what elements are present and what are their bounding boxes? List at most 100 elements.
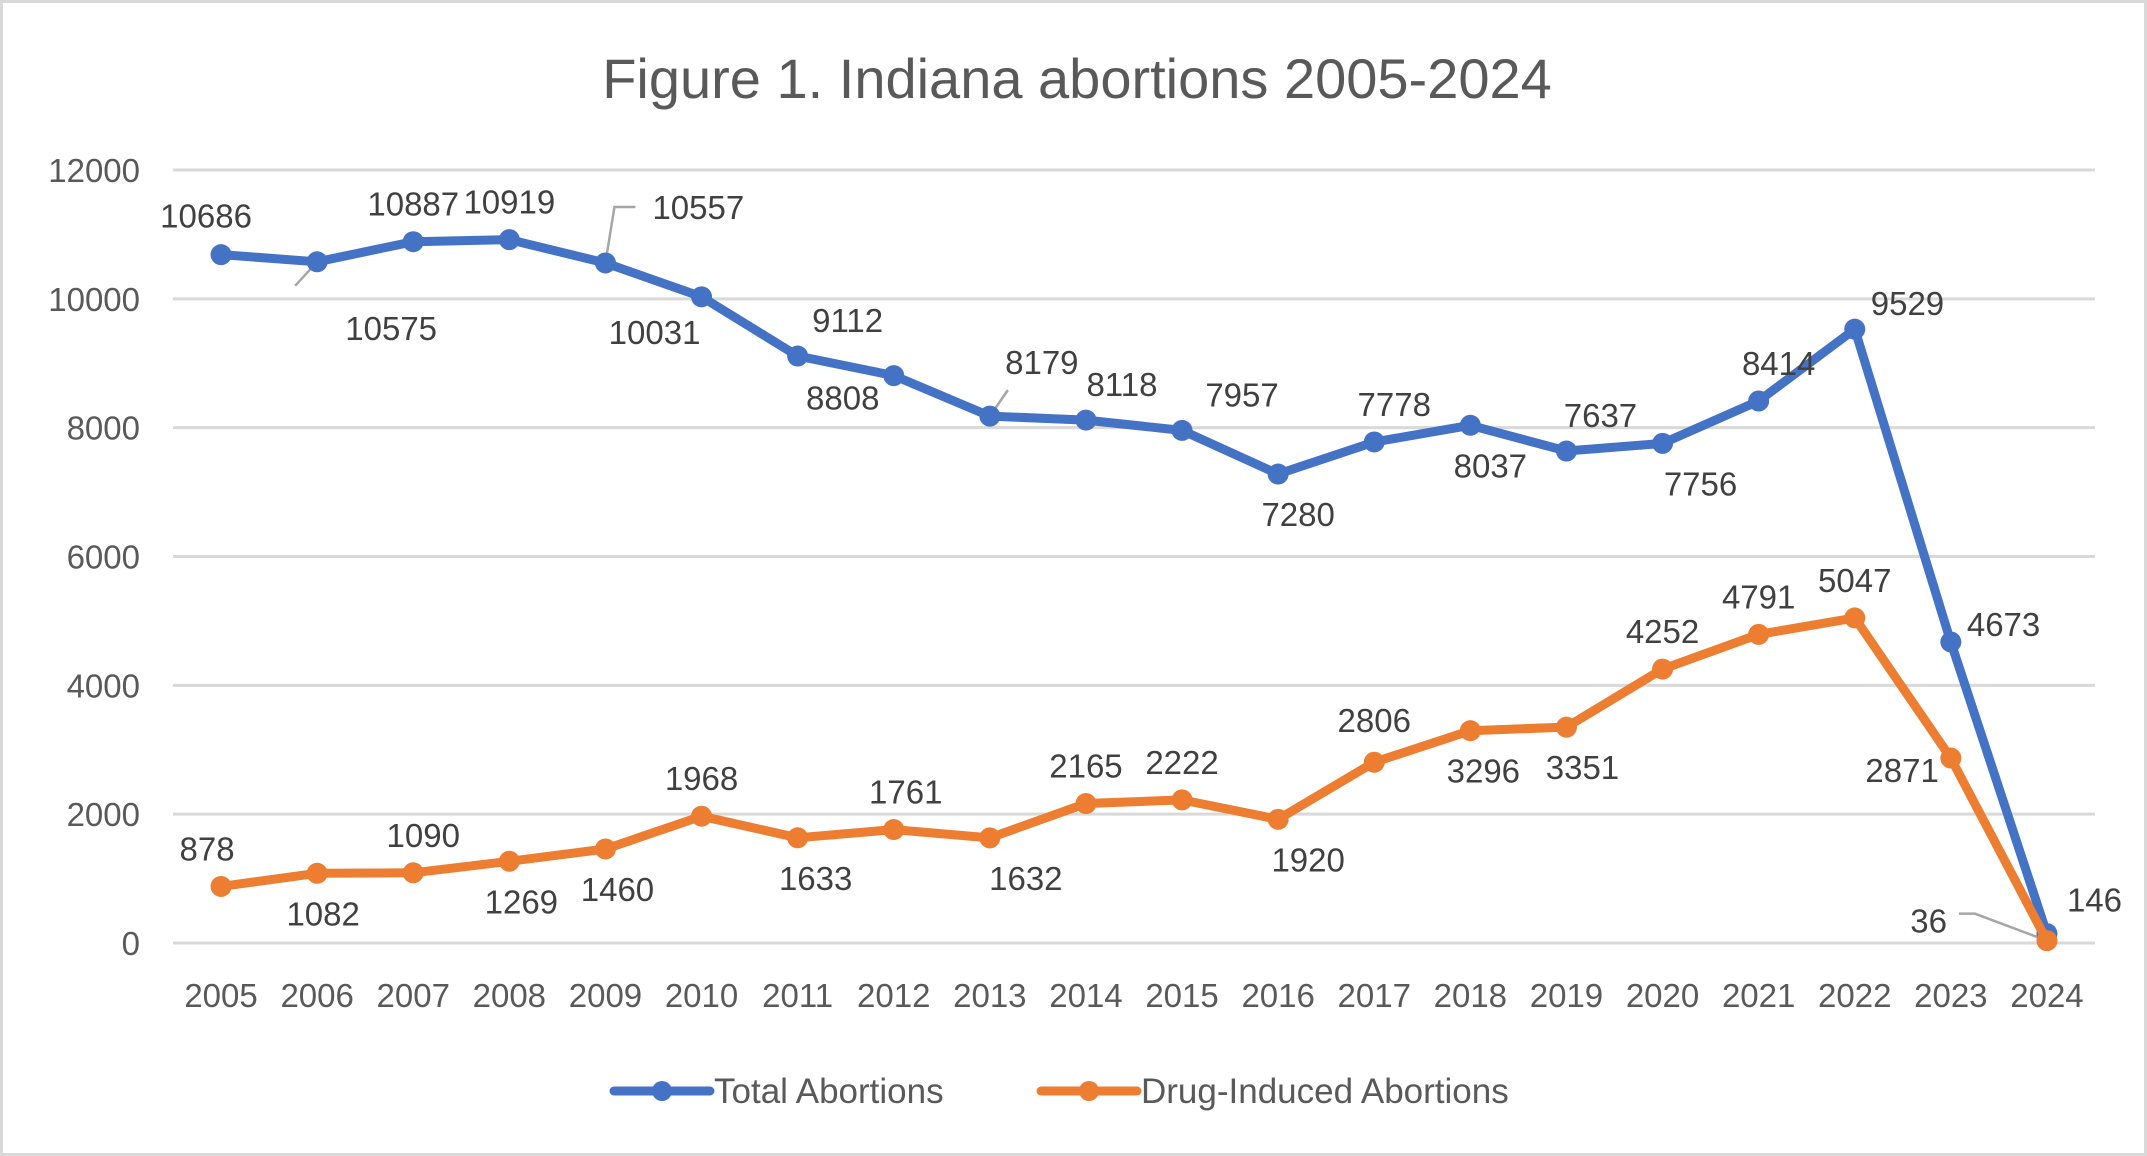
data-point-marker[interactable] xyxy=(1363,751,1385,773)
data-point-marker[interactable] xyxy=(1459,414,1481,436)
data-point-marker[interactable] xyxy=(787,345,809,367)
data-label: 1761 xyxy=(869,774,942,811)
data-label: 10686 xyxy=(160,198,252,235)
data-label: 1633 xyxy=(779,860,852,897)
data-point-marker[interactable] xyxy=(1171,789,1193,811)
data-point-marker[interactable] xyxy=(1844,318,1866,340)
data-label: 7280 xyxy=(1261,496,1334,533)
data-label: 146 xyxy=(2067,882,2122,919)
x-tick-label: 2011 xyxy=(762,977,833,1014)
x-tick-label: 2007 xyxy=(377,977,450,1014)
data-point-marker[interactable] xyxy=(402,862,424,884)
leader-lines xyxy=(294,205,2048,942)
data-point-marker[interactable] xyxy=(498,850,520,872)
data-point-marker[interactable] xyxy=(1267,463,1289,485)
data-label: 7778 xyxy=(1358,386,1431,423)
data-point-marker[interactable] xyxy=(979,405,1001,427)
data-point-marker[interactable] xyxy=(210,244,232,266)
y-tick-label: 12000 xyxy=(48,152,140,189)
data-point-marker[interactable] xyxy=(306,862,328,884)
data-point-marker[interactable] xyxy=(1363,431,1385,453)
legend-label-drug: Drug-Induced Abortions xyxy=(1141,1072,1509,1111)
data-label: 2871 xyxy=(1865,752,1938,789)
series-line xyxy=(216,613,2052,946)
chart-title: Figure 1. Indiana abortions 2005-2024 xyxy=(602,47,1552,110)
data-point-marker[interactable] xyxy=(1748,390,1770,412)
data-point-marker[interactable] xyxy=(1844,607,1866,629)
data-point-marker[interactable] xyxy=(1267,808,1289,830)
data-label: 36 xyxy=(1910,903,1947,940)
data-label: 3351 xyxy=(1546,749,1619,786)
x-tick-label: 2017 xyxy=(1338,977,1411,1014)
x-tick-label: 2021 xyxy=(1722,977,1795,1014)
data-label: 1082 xyxy=(286,895,359,932)
y-tick-label: 0 xyxy=(122,925,140,962)
data-label: 4252 xyxy=(1626,613,1699,650)
x-axis-ticks: 2005 2006 2007 2008 2009 2010 2011 2012 2013 2014… xyxy=(184,977,2083,1014)
data-label: 2806 xyxy=(1338,702,1411,739)
x-tick-label: 2006 xyxy=(280,977,353,1014)
legend-item-total-abortions[interactable]: Total Abortions xyxy=(609,1072,944,1111)
x-tick-label: 2018 xyxy=(1434,977,1507,1014)
legend-swatch-marker-total xyxy=(652,1081,672,1101)
legend-item-drug-induced-abortions[interactable]: Drug-Induced Abortions xyxy=(1036,1072,1509,1111)
data-point-marker[interactable] xyxy=(498,229,520,251)
x-tick-label: 2019 xyxy=(1530,977,1603,1014)
data-label: 10919 xyxy=(463,184,555,221)
series-group xyxy=(210,229,2058,952)
data-label: 4673 xyxy=(1967,606,2040,643)
data-point-marker[interactable] xyxy=(1940,747,1962,769)
data-point-marker[interactable] xyxy=(1555,440,1577,462)
leader-line xyxy=(1958,912,2048,942)
x-tick-label: 2023 xyxy=(1914,977,1987,1014)
data-point-marker[interactable] xyxy=(306,251,328,273)
x-tick-label: 2020 xyxy=(1626,977,1699,1014)
data-label: 10557 xyxy=(652,189,744,226)
data-point-marker[interactable] xyxy=(883,819,905,841)
x-tick-label: 2022 xyxy=(1818,977,1891,1014)
data-label: 878 xyxy=(180,830,235,867)
legend: Total Abortions Drug-Induced Abortions xyxy=(609,1072,1509,1111)
data-label: 10575 xyxy=(345,310,437,347)
data-point-marker[interactable] xyxy=(979,827,1001,849)
x-tick-label: 2010 xyxy=(665,977,738,1014)
data-label: 8037 xyxy=(1454,447,1527,484)
leader-line xyxy=(604,205,636,264)
y-tick-label: 6000 xyxy=(67,539,140,576)
data-point-marker[interactable] xyxy=(1555,716,1577,738)
x-tick-label: 2012 xyxy=(857,977,930,1014)
data-label: 8414 xyxy=(1742,345,1815,382)
data-point-marker[interactable] xyxy=(210,875,232,897)
data-point-marker[interactable] xyxy=(1940,631,1962,653)
y-tick-label: 4000 xyxy=(67,667,140,704)
x-tick-label: 2008 xyxy=(473,977,546,1014)
data-point-marker[interactable] xyxy=(1075,793,1097,815)
legend-swatch-marker-drug xyxy=(1079,1081,1099,1101)
data-point-marker[interactable] xyxy=(594,838,616,860)
data-label: 9112 xyxy=(812,302,883,339)
data-point-marker[interactable] xyxy=(691,286,713,308)
data-point-marker[interactable] xyxy=(787,827,809,849)
data-point-marker[interactable] xyxy=(1171,419,1193,441)
data-label: 10887 xyxy=(367,186,459,223)
data-label: 1269 xyxy=(485,883,558,920)
data-point-marker[interactable] xyxy=(1652,658,1674,680)
data-point-marker[interactable] xyxy=(594,252,616,274)
x-tick-label: 2014 xyxy=(1049,977,1122,1014)
data-point-marker[interactable] xyxy=(402,231,424,253)
data-point-marker[interactable] xyxy=(1748,623,1770,645)
data-point-marker[interactable] xyxy=(2036,930,2058,952)
data-label: 1090 xyxy=(387,817,460,854)
x-tick-label: 2024 xyxy=(2010,977,2083,1014)
data-point-marker[interactable] xyxy=(1652,432,1674,454)
data-point-marker[interactable] xyxy=(1459,720,1481,742)
data-label: 4791 xyxy=(1722,578,1795,615)
data-label: 7637 xyxy=(1564,397,1637,434)
data-label: 1920 xyxy=(1271,841,1344,878)
data-point-marker[interactable] xyxy=(691,805,713,827)
data-point-marker[interactable] xyxy=(1075,409,1097,431)
x-tick-label: 2015 xyxy=(1145,977,1218,1014)
data-point-marker[interactable] xyxy=(883,365,905,387)
